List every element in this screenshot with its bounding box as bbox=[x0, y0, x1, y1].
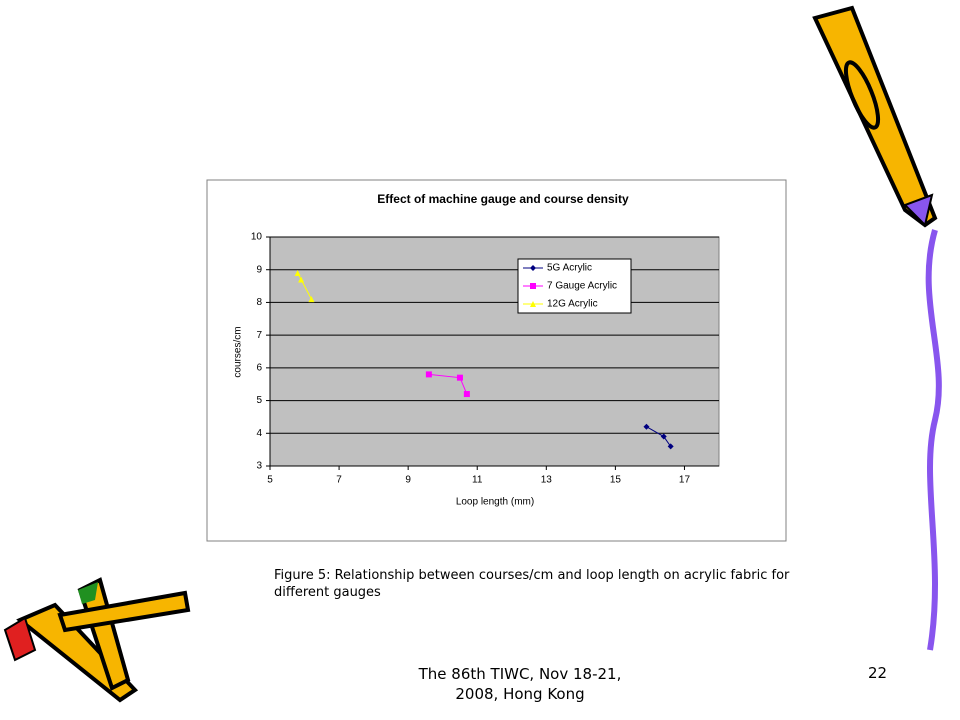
pencil-decoration bbox=[3, 5, 942, 703]
x-tick-label: 15 bbox=[610, 475, 622, 486]
chart-title: Effect of machine gauge and course densi… bbox=[377, 192, 629, 206]
x-tick-label: 9 bbox=[405, 475, 411, 486]
x-tick-label: 13 bbox=[541, 475, 553, 486]
point bbox=[530, 283, 536, 289]
x-axis-label: Loop length (mm) bbox=[456, 497, 534, 508]
point bbox=[298, 276, 305, 283]
y-tick-label: 7 bbox=[256, 330, 262, 341]
point bbox=[667, 443, 674, 450]
y-tick-label: 3 bbox=[256, 461, 262, 472]
x-tick-label: 7 bbox=[336, 475, 342, 486]
legend-label: 12G Acrylic bbox=[547, 299, 598, 310]
x-tick-label: 5 bbox=[267, 475, 273, 486]
y-tick-label: 6 bbox=[256, 362, 262, 373]
y-tick-label: 8 bbox=[256, 297, 262, 308]
point bbox=[463, 391, 470, 398]
y-tick-label: 4 bbox=[256, 428, 262, 439]
x-tick-label: 11 bbox=[472, 475, 483, 486]
point bbox=[530, 301, 536, 307]
y-axis-label: courses/cm bbox=[233, 326, 244, 377]
point bbox=[660, 433, 667, 440]
x-tick-label: 17 bbox=[679, 475, 691, 486]
footer: The 86th TIWC, Nov 18-21, 2008, Hong Kon… bbox=[418, 665, 622, 703]
point bbox=[643, 423, 650, 430]
point bbox=[456, 374, 463, 381]
point bbox=[308, 296, 315, 303]
point bbox=[530, 265, 536, 271]
y-tick-label: 10 bbox=[251, 232, 263, 243]
point bbox=[425, 371, 432, 378]
figure-caption: Figure 5: Relationship between courses/c… bbox=[274, 568, 790, 600]
y-tick-label: 5 bbox=[256, 395, 262, 406]
plot-area bbox=[269, 236, 720, 467]
point bbox=[294, 269, 301, 276]
page-number: 22 bbox=[868, 664, 888, 682]
legend-label: 5G Acrylic bbox=[547, 263, 592, 274]
legend-label: 7 Gauge Acrylic bbox=[547, 281, 617, 292]
y-tick-label: 9 bbox=[256, 264, 262, 275]
